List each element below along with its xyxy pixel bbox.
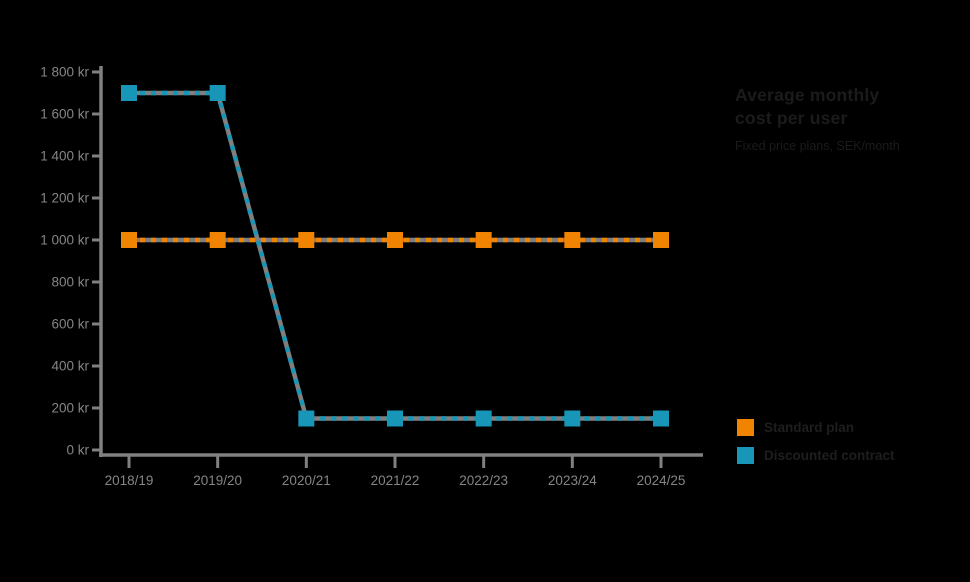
- data-point-marker: [121, 232, 137, 248]
- y-axis-label: 400 kr: [51, 359, 89, 374]
- x-axis-label: 2021/22: [371, 473, 420, 488]
- x-axis-label: 2022/23: [459, 473, 508, 488]
- chart-title-line1: Average monthly: [735, 85, 880, 105]
- y-axis-label: 1 000 kr: [40, 233, 89, 248]
- legend-swatch: [737, 447, 754, 464]
- y-axis-label: 1 600 kr: [40, 107, 89, 122]
- data-point-marker: [475, 410, 492, 427]
- data-point-marker: [564, 232, 581, 248]
- legend-label: Discounted contract: [764, 448, 895, 463]
- y-axis-label: 800 kr: [51, 275, 89, 290]
- data-point-marker: [387, 410, 403, 427]
- legend-item: Standard plan: [737, 417, 957, 438]
- data-point-marker: [653, 232, 669, 248]
- y-axis-label: 0 kr: [66, 443, 89, 458]
- x-axis-label: 2020/21: [282, 473, 331, 488]
- legend-swatch: [737, 419, 754, 436]
- chart-title-line2: cost per user: [735, 108, 848, 128]
- data-point-marker: [475, 232, 492, 248]
- series-line-underlay: [129, 90, 661, 421]
- x-axis-label: 2023/24: [548, 473, 597, 488]
- data-point-marker: [653, 410, 669, 427]
- chart-subtitle: Fixed price plans, SEK/month: [735, 139, 900, 153]
- y-axis-label: 1 800 kr: [40, 65, 89, 80]
- y-axis-label: 600 kr: [51, 317, 89, 332]
- data-point-marker: [387, 232, 403, 248]
- data-point-marker: [564, 410, 581, 427]
- chart-title-block: Average monthly cost per user Fixed pric…: [735, 84, 945, 154]
- data-point-marker: [209, 232, 226, 248]
- y-axis-label: 1 400 kr: [40, 149, 89, 164]
- data-point-marker: [298, 232, 315, 248]
- x-axis-label: 2019/20: [193, 473, 242, 488]
- y-axis-label: 200 kr: [51, 401, 89, 416]
- x-axis-label: 2024/25: [637, 473, 686, 488]
- data-point-marker: [298, 410, 315, 427]
- data-point-marker: [121, 85, 137, 101]
- y-axis-label: 1 200 kr: [40, 191, 89, 206]
- series-line: [129, 90, 661, 421]
- x-axis-label: 2018/19: [105, 473, 154, 488]
- legend-item: Discounted contract: [737, 445, 957, 466]
- legend: Standard plan Discounted contract: [737, 417, 957, 473]
- data-point-marker: [209, 85, 226, 101]
- legend-label: Standard plan: [764, 420, 855, 435]
